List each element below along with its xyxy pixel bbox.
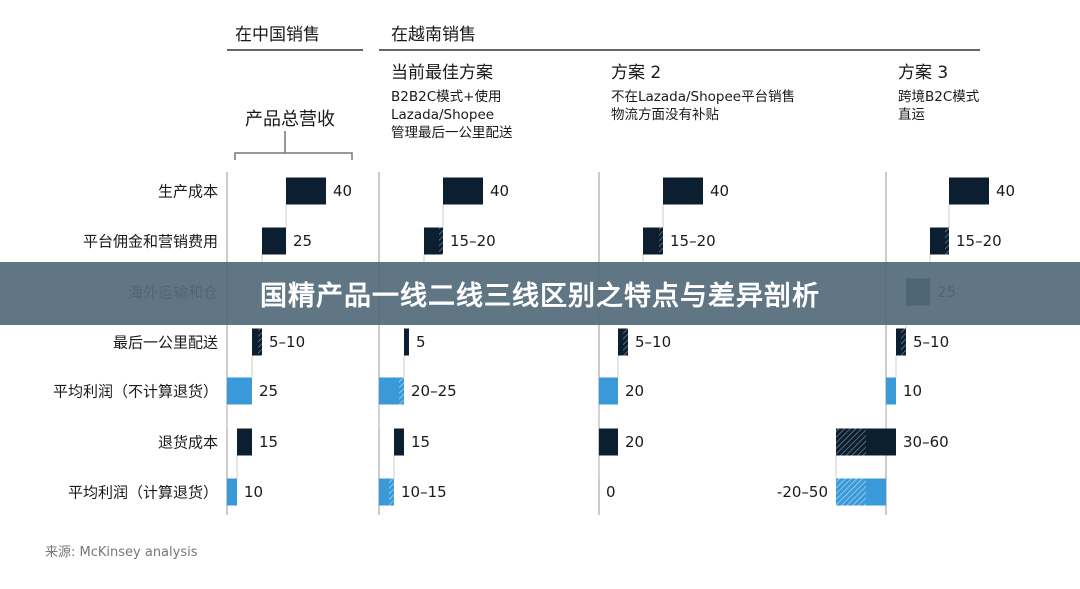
cost-bar (599, 428, 618, 456)
value-label: 5–10 (913, 333, 950, 351)
header-vietnam: 在越南销售 (391, 25, 476, 45)
range-hatch (623, 328, 628, 356)
value-label: 10 (244, 483, 264, 501)
scenario-description: 跨境B2C模式 直运 (898, 89, 980, 123)
value-label: 15 (259, 433, 279, 451)
profit-bar (886, 377, 896, 405)
scenario-title: 方案 2 (611, 63, 662, 83)
value-label: 25 (293, 232, 313, 250)
cost-bar (949, 177, 989, 205)
range-hatch (836, 478, 866, 506)
range-hatch (836, 428, 866, 456)
cost-bar (443, 177, 483, 205)
value-label: 15–20 (956, 232, 1002, 250)
scenario-title: 当前最佳方案 (391, 63, 493, 83)
title-banner: 国精产品一线二线三线区别之特点与差异剖析 (0, 262, 1080, 325)
cost-bar (404, 328, 409, 356)
range-hatch (659, 227, 663, 255)
row-label: 生产成本 (157, 182, 218, 201)
cost-bar (643, 227, 663, 255)
cost-bar (663, 177, 703, 205)
header-vietnam-rule (379, 49, 980, 51)
value-label: 15–20 (670, 232, 716, 250)
value-label: 20 (625, 382, 645, 400)
value-label: 15–20 (450, 232, 496, 250)
value-label: 40 (996, 182, 1016, 200)
cost-bar (252, 328, 262, 356)
value-label: 25 (259, 382, 279, 400)
cost-bar (237, 428, 252, 456)
value-label: 0 (606, 483, 616, 501)
profit-bar (227, 478, 237, 506)
cost-bar (394, 428, 404, 456)
banner-title: 国精产品一线二线三线区别之特点与差异剖析 (260, 281, 820, 312)
range-hatch (439, 227, 443, 255)
row-label: 最后一公里配送 (112, 333, 218, 352)
value-label: 5 (416, 333, 426, 351)
value-label: 40 (710, 182, 730, 200)
cost-bar (424, 227, 443, 255)
value-label: 20–25 (411, 382, 457, 400)
range-hatch (258, 328, 262, 356)
scenario-description: B2B2C模式+使用 Lazada/Shopee 管理最后一公里配送 (391, 89, 513, 141)
value-label: 5–10 (635, 333, 672, 351)
profit-bar (227, 377, 252, 405)
profit-bar (599, 377, 618, 405)
value-label: 10 (903, 382, 923, 400)
row-label: 退货成本 (157, 433, 218, 452)
row-label: 平均利润（计算退货） (67, 483, 218, 502)
value-label: 20 (625, 433, 645, 451)
row-label: 平台佣金和营销费用 (82, 232, 218, 251)
value-label: 5–10 (269, 333, 306, 351)
range-hatch (399, 377, 404, 405)
cost-bar (930, 227, 949, 255)
value-label: 30–60 (903, 433, 949, 451)
range-hatch (945, 227, 949, 255)
header-china: 在中国销售 (235, 25, 320, 45)
scenario-title: 方案 3 (898, 63, 949, 83)
value-label: -20–50 (776, 483, 828, 501)
value-label: 15 (411, 433, 431, 451)
cost-bar (262, 227, 286, 255)
value-label: 10–15 (401, 483, 447, 501)
scenario-description: 不在Lazada/Shopee平台销售 物流方面没有补贴 (611, 89, 796, 123)
value-label: 40 (333, 182, 353, 200)
header-china-rule (227, 49, 363, 51)
revenue-label: 产品总营收 (245, 109, 335, 130)
range-hatch (901, 328, 906, 356)
range-hatch (389, 478, 394, 506)
row-label: 平均利润（不计算退货） (52, 382, 218, 401)
cost-bar (286, 177, 326, 205)
source-note: 来源: McKinsey analysis (45, 545, 198, 560)
value-label: 40 (490, 182, 510, 200)
revenue-bracket (234, 131, 353, 160)
